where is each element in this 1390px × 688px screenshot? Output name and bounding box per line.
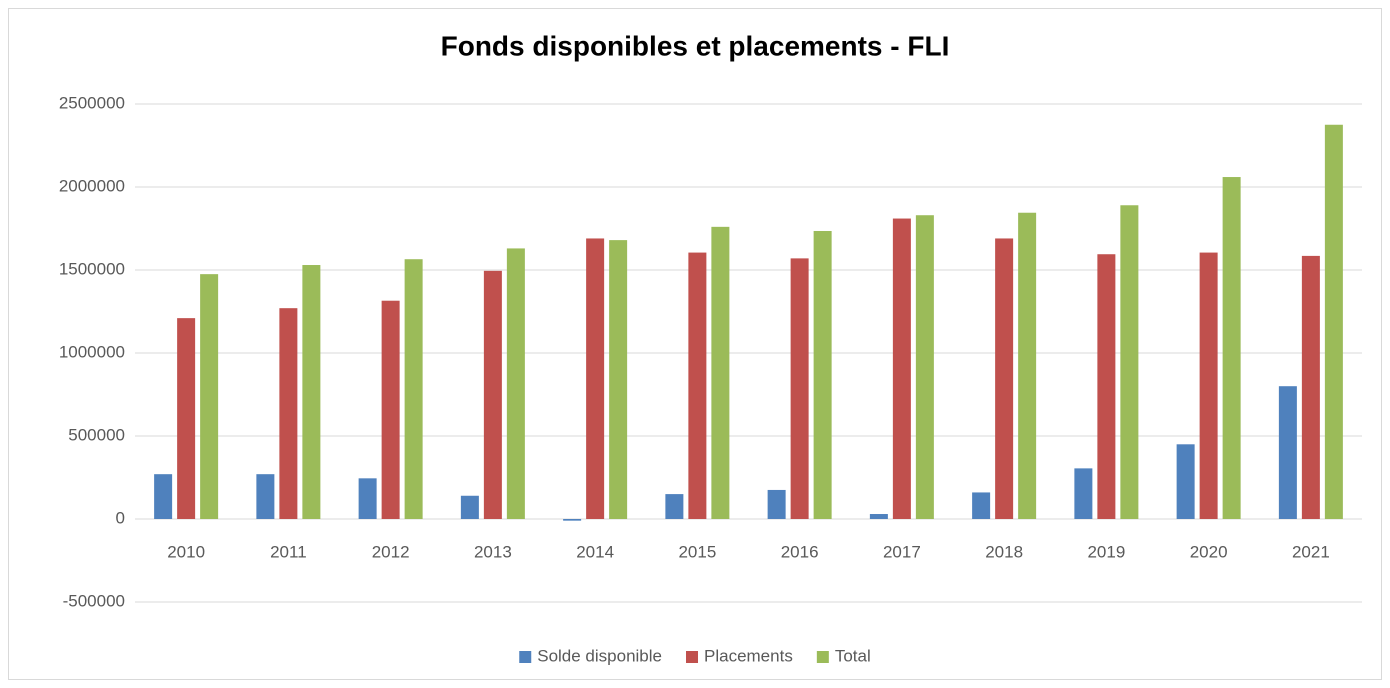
- bar: [154, 474, 173, 519]
- legend-label: Solde disponible: [537, 646, 662, 665]
- bar: [813, 230, 832, 520]
- legend-label: Total: [835, 646, 871, 665]
- bar: [1176, 444, 1195, 519]
- bar: [1120, 205, 1139, 519]
- bar: [915, 215, 934, 519]
- bar: [506, 248, 525, 520]
- bar: [404, 259, 423, 519]
- bar: [869, 514, 888, 519]
- bar: [1278, 386, 1297, 519]
- x-tick-label: 2019: [1087, 542, 1125, 561]
- x-tick-label: 2014: [576, 542, 614, 561]
- legend-swatch: [816, 651, 829, 663]
- bar: [711, 226, 730, 519]
- x-tick-label: 2010: [167, 542, 205, 561]
- bar: [256, 474, 275, 519]
- y-tick-label: 1000000: [59, 342, 125, 361]
- bar: [358, 478, 377, 519]
- bar: [460, 495, 479, 519]
- bar: [609, 240, 628, 519]
- chart-title: Fonds disponibles et placements - FLI: [441, 30, 950, 61]
- x-tick-label: 2015: [678, 542, 716, 561]
- bar: [1324, 124, 1343, 519]
- x-tick-label: 2017: [883, 542, 921, 561]
- bar: [586, 238, 605, 519]
- legend-label: Placements: [704, 646, 793, 665]
- y-tick-label: 500000: [68, 425, 125, 444]
- bar: [1301, 255, 1320, 519]
- bar: [279, 308, 298, 519]
- bar: [563, 519, 582, 521]
- bar: [892, 218, 911, 520]
- bar: [1199, 252, 1218, 519]
- bar: [200, 274, 219, 519]
- y-tick-label: 1500000: [59, 259, 125, 278]
- y-tick-label: 2000000: [59, 176, 125, 195]
- x-tick-label: 2020: [1190, 542, 1228, 561]
- bar: [1097, 254, 1116, 520]
- bar: [483, 270, 502, 519]
- bar: [995, 238, 1014, 519]
- x-tick-label: 2011: [270, 542, 307, 561]
- x-tick-label: 2012: [372, 542, 410, 561]
- y-tick-label: -500000: [63, 591, 125, 610]
- x-tick-label: 2016: [781, 542, 819, 561]
- bar: [381, 300, 400, 519]
- bar: [665, 494, 684, 519]
- bar: [1222, 177, 1241, 520]
- x-tick-label: 2013: [474, 542, 512, 561]
- bar: [302, 265, 321, 519]
- legend-swatch: [519, 651, 532, 663]
- bar: [790, 258, 809, 519]
- y-tick-label: 2500000: [59, 93, 125, 112]
- bar: [177, 318, 196, 519]
- bar: [767, 489, 786, 519]
- y-tick-label: 0: [116, 508, 125, 527]
- bar: [1018, 212, 1037, 520]
- x-tick-label: 2021: [1292, 542, 1330, 561]
- bar: [1074, 468, 1093, 519]
- bar: [688, 252, 707, 519]
- legend-swatch: [686, 651, 699, 663]
- x-tick-label: 2018: [985, 542, 1023, 561]
- bar: [972, 492, 991, 519]
